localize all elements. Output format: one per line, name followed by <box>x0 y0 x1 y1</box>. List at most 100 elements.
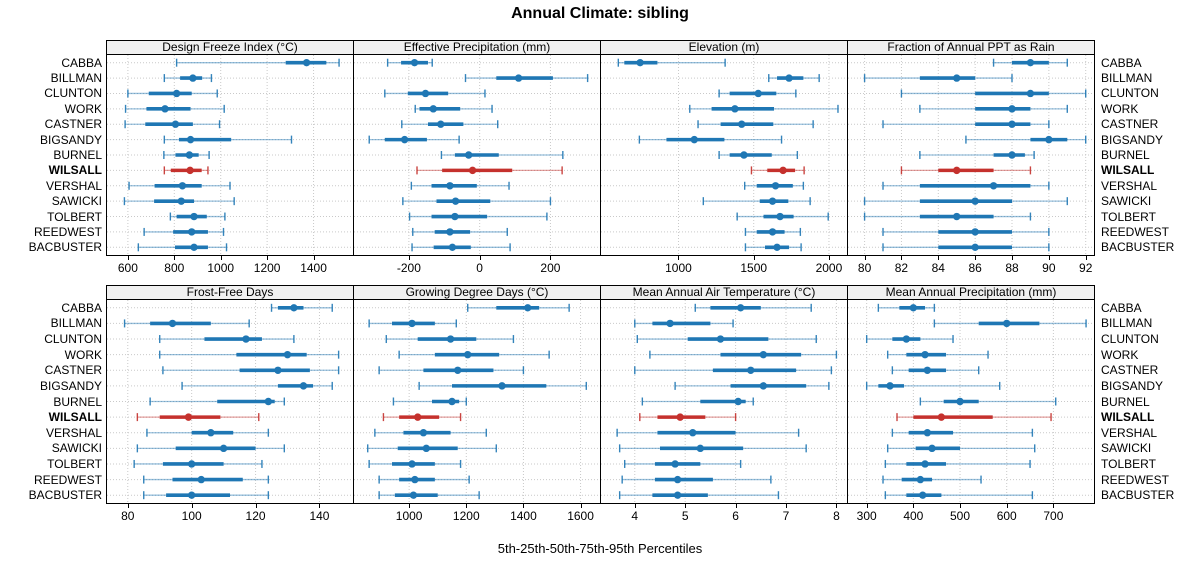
station-label-right: CABBA <box>1101 300 1142 315</box>
median-dot <box>1003 319 1011 328</box>
median-dot <box>716 335 725 343</box>
axis-tick-label: 0 <box>476 261 483 275</box>
axis-tick <box>1048 256 1050 260</box>
median-dot <box>299 382 308 390</box>
panel-header: Fraction of Annual PPT as Rain <box>847 40 1095 55</box>
median-dot <box>184 413 193 421</box>
axis-tick-label: 500 <box>950 509 971 523</box>
median-dot <box>785 74 793 82</box>
median-dot <box>178 182 187 190</box>
axis-tick-label: 8 <box>833 509 840 523</box>
median-dot <box>186 135 195 144</box>
axis-tick <box>866 504 868 508</box>
axis-tick <box>255 504 257 508</box>
median-dot <box>498 382 506 390</box>
station-label-right: WORK <box>1101 101 1139 116</box>
median-dot <box>776 212 784 221</box>
median-dot <box>971 228 979 236</box>
median-dot <box>916 475 925 484</box>
station-label-left: TOLBERT <box>47 456 102 471</box>
station-label-left: WORK <box>64 347 102 362</box>
median-dot <box>902 335 911 343</box>
median-dot <box>734 397 742 406</box>
axis-tick <box>786 504 787 508</box>
station-label-left: CABBA <box>61 55 102 70</box>
station-label-left: WILSALL <box>48 163 102 178</box>
median-dot <box>676 413 684 421</box>
median-dot <box>190 243 198 252</box>
axis-tick-label: 6 <box>732 509 739 523</box>
panel-canvas <box>848 300 1094 503</box>
axis-tick <box>864 256 866 260</box>
axis-tick-label: 700 <box>1043 509 1064 523</box>
axis-tick-label: 2000 <box>815 261 843 275</box>
median-dot <box>1026 58 1035 67</box>
panel-canvas <box>354 300 600 503</box>
median-dot <box>953 74 961 82</box>
median-dot <box>690 135 698 144</box>
axis-tick <box>975 256 977 260</box>
axis-tick-label: 1000 <box>207 261 235 275</box>
station-label-left: REEDWEST <box>33 224 102 239</box>
axis-tick-label: 1600 <box>567 509 594 523</box>
panel-header: Elevation (m) <box>600 40 848 55</box>
panel-canvas <box>601 55 847 255</box>
axis-tick-label: 1400 <box>510 509 537 523</box>
axis-tick-label: 4 <box>631 509 639 523</box>
median-dot <box>1026 89 1035 98</box>
station-label-left: CASTNER <box>44 363 102 378</box>
axis-tick-label: 80 <box>857 261 872 275</box>
axis-tick-label: 90 <box>1042 261 1056 275</box>
station-label-right: VERSHAL <box>1101 425 1158 440</box>
median-dot <box>737 120 746 128</box>
axis-tick <box>685 504 687 508</box>
axis-tick-label: 800 <box>164 261 185 275</box>
station-label-left: WILSALL <box>48 410 102 425</box>
median-dot <box>171 120 180 128</box>
axis-tick-label: 1200 <box>253 261 281 275</box>
median-dot <box>409 491 418 499</box>
median-dot <box>673 491 682 499</box>
axis-tick-label: 1200 <box>452 509 480 523</box>
median-dot <box>921 350 929 359</box>
station-label-right: SAWICKI <box>1101 441 1152 456</box>
axis-tick-label: 84 <box>931 261 945 275</box>
axis-tick <box>267 256 269 260</box>
station-label-left: BILLMAN <box>50 71 102 86</box>
median-dot <box>189 74 197 82</box>
median-dot <box>302 58 311 67</box>
station-label-left: SAWICKI <box>51 441 102 456</box>
station-label-right: SAWICKI <box>1101 194 1152 209</box>
panel-plot <box>847 54 1095 256</box>
median-dot <box>172 89 181 98</box>
median-dot <box>754 89 762 98</box>
median-dot <box>736 304 745 312</box>
station-label-left: CASTNER <box>44 117 102 132</box>
median-dot <box>190 212 198 221</box>
median-dot <box>1008 120 1016 128</box>
median-dot <box>422 444 430 453</box>
axis-tick-label: 1400 <box>300 261 327 275</box>
panel-header: Design Freeze Index (°C) <box>106 40 354 55</box>
axis-tick-label: 300 <box>856 509 877 523</box>
median-dot <box>219 444 228 453</box>
station-label-right: BIGSANDY <box>1101 378 1164 393</box>
axis-tick-label: 600 <box>996 509 1017 523</box>
median-dot <box>636 58 644 67</box>
median-dot <box>283 350 292 359</box>
station-label-right: REEDWEST <box>1101 224 1170 239</box>
axis-tick-label: 82 <box>894 261 909 275</box>
station-label-left: CLUNTON <box>44 86 102 101</box>
median-dot <box>937 413 946 421</box>
median-dot <box>468 166 477 175</box>
median-dot <box>187 460 196 468</box>
station-label-left: VERSHAL <box>45 425 102 440</box>
station-label-left: VERSHAL <box>45 178 102 193</box>
station-label-left: CLUNTON <box>44 332 102 347</box>
median-dot <box>771 182 780 190</box>
station-label-right: WILSALL <box>1101 163 1155 178</box>
station-label-right: WILSALL <box>1101 410 1155 425</box>
panel-header: Mean Annual Air Temperature (°C) <box>600 285 848 300</box>
median-dot <box>747 366 755 374</box>
axis-tick-label: 1000 <box>395 509 423 523</box>
